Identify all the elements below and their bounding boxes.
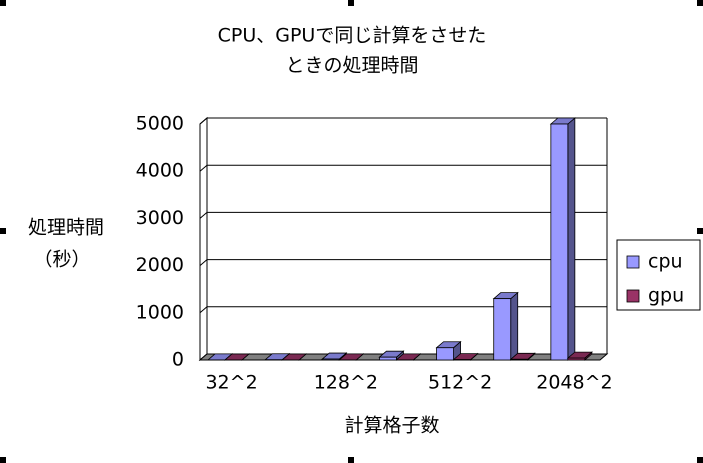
bar-front <box>510 358 529 361</box>
grid-line <box>199 164 607 172</box>
y-axis-label: 処理時間 <box>28 217 104 239</box>
y-tick-label: 0 <box>172 349 184 371</box>
y-tick-label: 5000 <box>136 113 184 135</box>
bar <box>223 353 251 361</box>
legend-swatch <box>626 289 640 303</box>
grid-line <box>199 117 607 125</box>
bar <box>452 352 479 361</box>
bar-front <box>321 358 340 361</box>
legend-label: cpu <box>648 251 683 273</box>
bar <box>509 352 536 361</box>
bar-front <box>493 298 512 361</box>
x-tick-label: 512^2 <box>428 372 492 394</box>
grid-line <box>199 259 607 266</box>
bar <box>338 353 365 361</box>
legend-swatch <box>626 255 640 269</box>
bar <box>492 291 519 361</box>
y-tick-label: 3000 <box>136 207 184 229</box>
bar-front <box>550 123 569 361</box>
bar-front <box>379 356 397 361</box>
legend-label: gpu <box>648 285 684 307</box>
bar <box>566 351 593 361</box>
bar-side <box>510 291 519 361</box>
bar-front <box>436 347 454 361</box>
x-tick-label: 128^2 <box>314 372 378 394</box>
y-tick-label: 2000 <box>136 254 184 276</box>
y-tick-label: 4000 <box>136 160 184 182</box>
y-tick-label: 1000 <box>136 301 184 323</box>
x-axis-label: 計算格子数 <box>344 415 439 437</box>
side-wall <box>199 116 208 362</box>
chart-title: CPU、GPUで同じ計算をさせた <box>218 25 487 47</box>
bar-side <box>567 117 576 361</box>
bar <box>281 353 308 361</box>
grid-line <box>199 211 607 219</box>
y-axis-label: （秒） <box>33 249 90 271</box>
grid-line <box>199 306 607 314</box>
bar <box>378 350 405 361</box>
bar-front <box>567 357 586 361</box>
x-tick-label: 2048^2 <box>536 372 612 394</box>
bar <box>395 352 422 361</box>
chart-title: ときの処理時間 <box>285 55 418 77</box>
x-tick-label: 32^2 <box>205 372 257 394</box>
bar <box>549 117 576 361</box>
